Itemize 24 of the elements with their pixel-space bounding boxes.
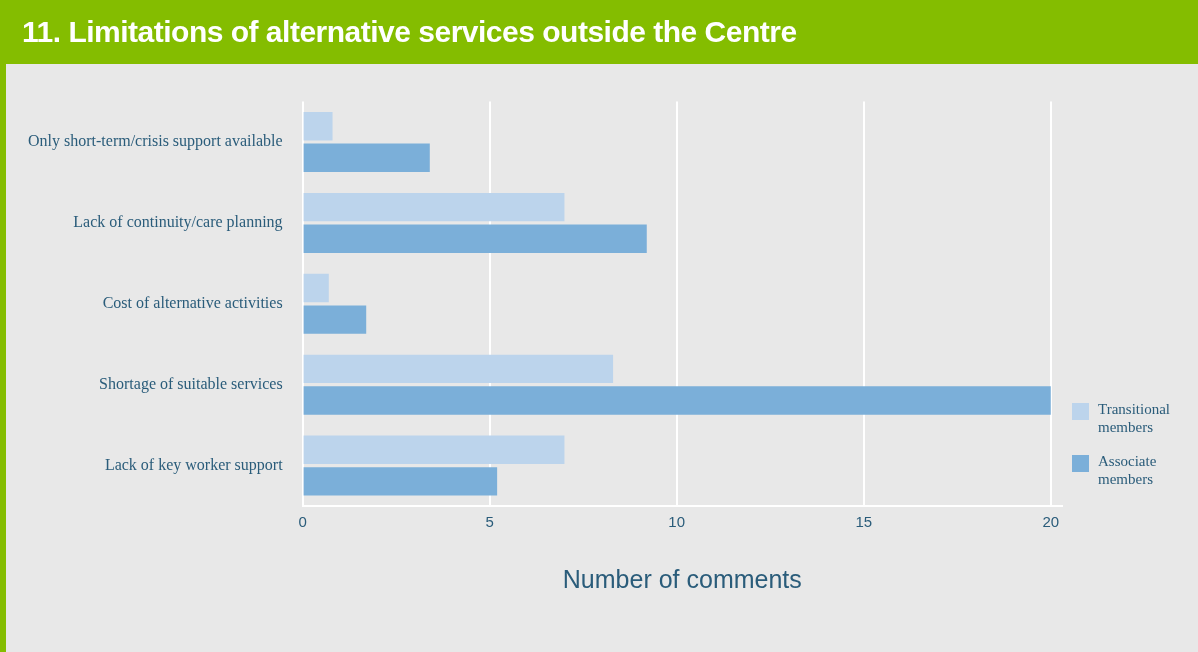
legend-label: Associate members (1098, 452, 1158, 488)
chart-title: 11. Limitations of alternative services outside the Centre (21, 14, 798, 50)
bar (303, 143, 430, 173)
bar (303, 305, 367, 334)
y-tick-label: Only short-term/crisis support available (28, 132, 283, 151)
x-tick-label: 15 (855, 513, 873, 531)
bar (303, 273, 329, 303)
y-tick-label: Shortage of suitable services (99, 374, 283, 393)
legend-label: Transitional members (1098, 400, 1171, 436)
bar (303, 435, 565, 464)
bar (303, 467, 498, 496)
x-tick-label: 20 (1042, 513, 1060, 531)
bar (303, 386, 1051, 415)
bar (303, 224, 647, 253)
bar (303, 192, 565, 222)
x-tick-label: 0 (298, 513, 307, 531)
bar (303, 112, 333, 141)
y-tick-label: Lack of continuity/care planning (73, 213, 283, 232)
x-tick-label: 10 (668, 513, 686, 531)
bar (303, 354, 614, 384)
x-axis-title: Number of comments (562, 564, 802, 593)
x-tick-label: 5 (485, 513, 494, 531)
y-tick-label: Cost of alternative activities (102, 294, 283, 311)
y-tick-label: Lack of key worker support (104, 455, 284, 474)
